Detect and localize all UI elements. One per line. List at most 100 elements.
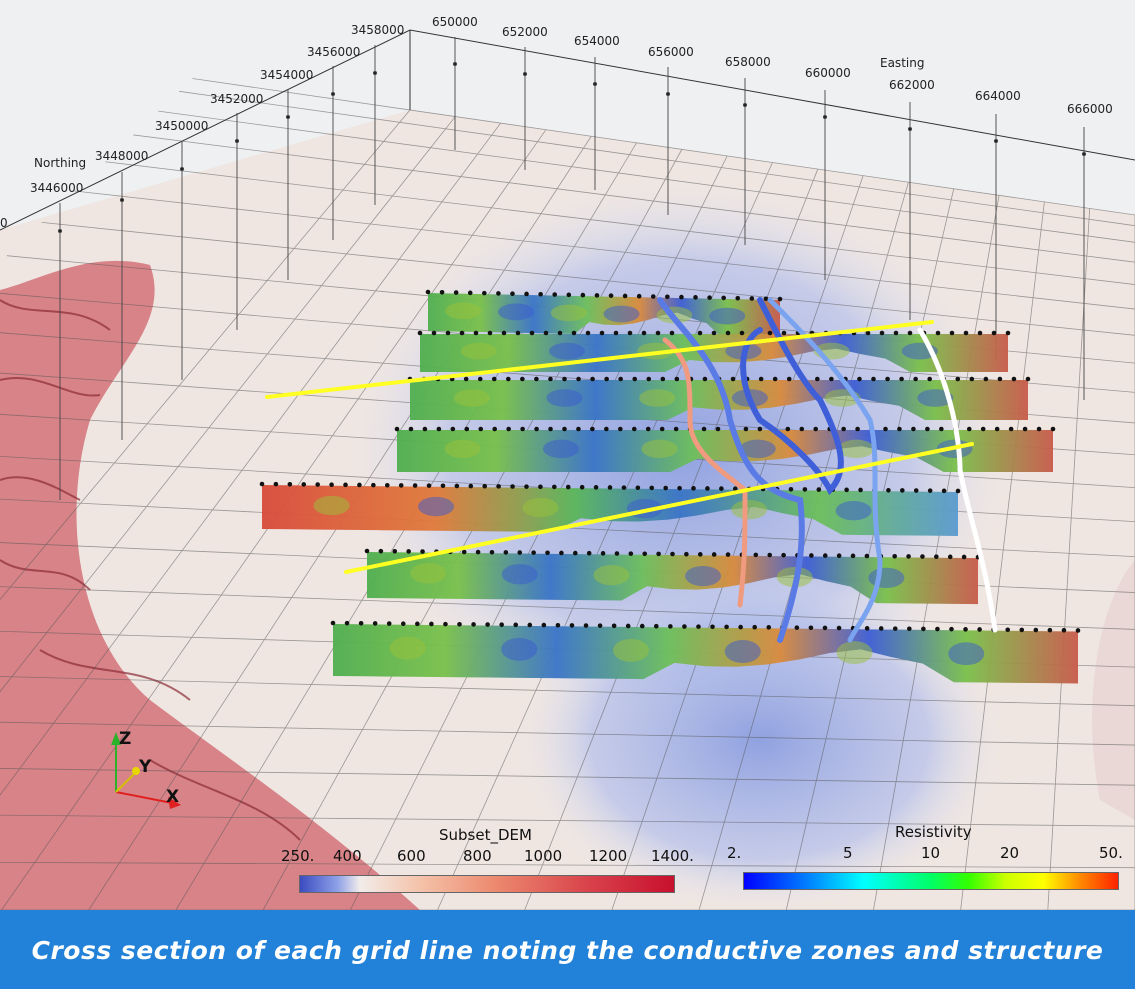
station-dot [886,487,891,493]
resistivity-blob [724,640,761,663]
station-dot [527,622,533,628]
station-dot [510,484,515,489]
northing-tick-dot [234,138,240,144]
station-dot [855,426,860,432]
grid-line-ns [611,175,864,910]
resistivity-colorbar [743,872,1119,890]
northing-tick-6: 3456000 [307,45,361,59]
station-dot [371,482,376,488]
station-dot [590,376,595,382]
grid-line-ew [179,90,1135,227]
resistivity-blob [731,499,768,520]
resistivity-blob [501,637,538,661]
3d-viewport[interactable]: Northing Easting 0 3446000 3448000 34500… [0,0,1135,910]
resistivity-blob [498,303,534,321]
station-dot [841,426,846,432]
station-dot [836,625,842,631]
station-dot [656,551,661,557]
station-dot [739,330,745,336]
grid-line-ns [437,162,773,910]
station-dot [555,622,561,628]
station-dot [559,550,564,556]
easting-tick-dot [452,61,458,67]
station-dot [445,330,451,336]
station-dot [417,330,423,336]
station-dot [935,330,941,336]
station-dot [607,485,613,490]
station-dot [569,623,575,628]
station-dot [562,376,567,382]
station-dot [593,485,599,490]
easting-tick-7: 662000 [889,78,935,92]
easting-tick-4: 656000 [648,45,694,59]
station-dot [836,553,842,559]
station-dot [659,426,665,432]
station-dot [632,376,638,382]
station-dot [865,330,871,336]
scene-canvas[interactable] [0,0,1135,910]
station-dot [899,376,904,382]
station-dot [641,330,647,336]
easting-tick-2: 652000 [502,25,548,39]
station-dot [715,426,721,432]
station-dot [541,622,547,628]
resistivity-blob [550,304,587,322]
easting-tick-dot [592,81,598,87]
station-dot [871,376,876,382]
resistivity-blob [522,497,559,518]
station-dot [548,376,553,382]
station-dot [645,426,651,432]
station-dot [911,426,916,432]
station-dot [585,330,591,336]
station-dot [669,330,675,336]
station-dot [649,485,655,491]
station-dot [467,290,473,296]
station-dot [721,295,726,301]
station-dot [600,551,606,556]
station-dot [767,330,773,336]
station-dot [450,426,456,432]
station-dot [673,426,679,432]
station-dot [618,426,623,432]
northing-tick-2: 3448000 [95,149,149,163]
northing-tick-3: 3450000 [155,119,209,133]
northing-tick-1: 3446000 [30,181,84,195]
station-dot [802,487,808,492]
resistivity-blob [418,496,454,517]
resistivity-colorbar-title: Resistivity [895,823,972,841]
station-dot [829,376,834,382]
orientation-axes [111,732,181,809]
conductive-traces [657,297,998,643]
station-dot [822,625,828,631]
dem-colorbar-title: Subset_DEM [439,826,532,844]
station-dot [506,426,511,432]
station-dot [273,481,279,487]
station-dot [386,621,392,626]
station-dot [398,483,404,488]
resistivity-blob [868,567,905,589]
grid-line-ns [0,109,411,601]
station-dot [586,550,592,556]
station-dot [788,486,794,492]
station-dot [781,552,786,558]
easting-tick-dot [907,126,913,132]
grid-line-ew [41,222,1135,336]
station-dot [531,550,536,555]
station-dot [777,296,783,302]
station-dot [457,621,462,627]
trace-blue-3 [767,297,883,643]
easting-tick-9: 666000 [1067,102,1113,116]
station-dot [529,330,535,336]
station-dot [301,482,307,487]
grid-line-ew [0,455,1135,523]
station-dot [897,426,902,432]
station-dot [939,426,944,432]
station-dot [330,620,336,626]
station-dot [674,376,680,382]
station-dot [545,550,550,556]
station-dot [510,291,515,296]
station-dot [730,376,736,382]
caption-banner [0,910,1135,989]
station-dot [900,488,905,493]
station-dot [702,376,708,382]
